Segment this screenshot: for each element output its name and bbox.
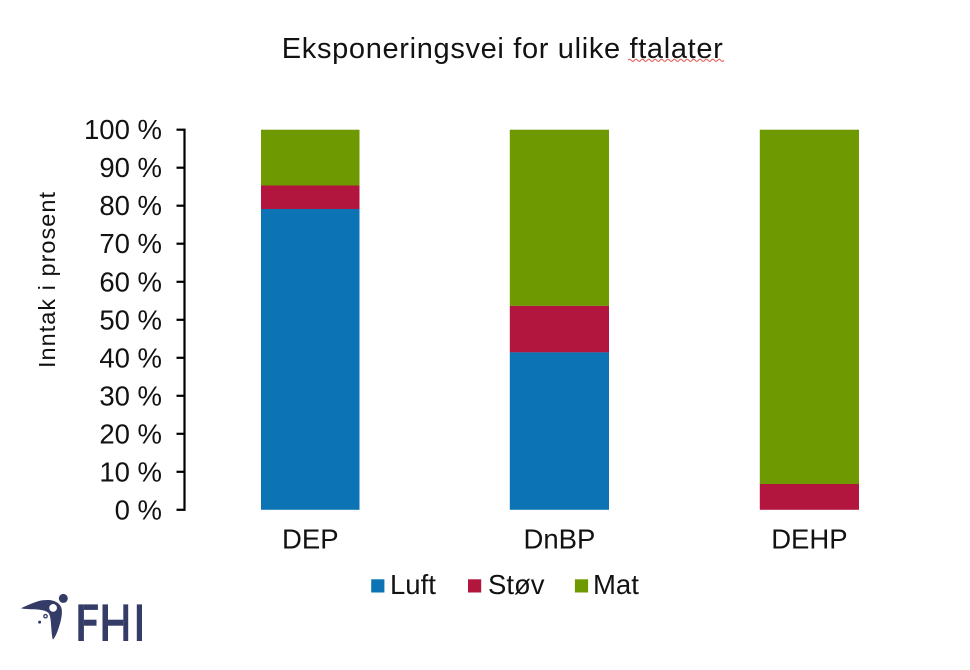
svg-text:DEP: DEP <box>282 524 339 555</box>
svg-text:100 %: 100 % <box>84 114 162 145</box>
svg-text:60 %: 60 % <box>99 266 162 297</box>
svg-text:50 %: 50 % <box>99 304 162 335</box>
svg-text:30 %: 30 % <box>99 380 162 411</box>
svg-text:Luft: Luft <box>390 569 436 600</box>
svg-text:Mat: Mat <box>593 569 639 600</box>
svg-text:70 %: 70 % <box>99 228 162 259</box>
svg-text:0 %: 0 % <box>115 494 162 525</box>
svg-text:90 %: 90 % <box>99 152 162 183</box>
svg-text:DEHP: DEHP <box>771 524 847 555</box>
svg-text:20 %: 20 % <box>99 418 162 449</box>
svg-text:Inntak i prosent: Inntak i prosent <box>34 192 60 368</box>
svg-text:10 %: 10 % <box>99 456 162 487</box>
svg-text:Støv: Støv <box>488 569 545 600</box>
svg-text:DnBP: DnBP <box>523 524 595 555</box>
svg-text:40 %: 40 % <box>99 342 162 373</box>
svg-text:80 %: 80 % <box>99 190 162 221</box>
